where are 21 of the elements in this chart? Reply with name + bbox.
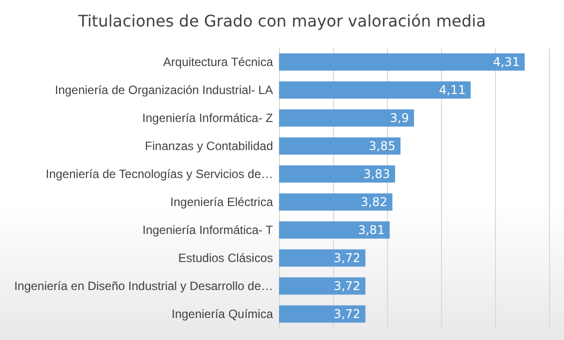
data-label: 3,81 bbox=[358, 223, 385, 237]
data-label: 3,83 bbox=[363, 167, 390, 181]
y-tick-label: Ingeniería Informática- T bbox=[142, 223, 274, 237]
data-label: 3,72 bbox=[334, 307, 360, 321]
y-tick-label: Ingeniería de Organización Industrial- LA bbox=[54, 83, 273, 97]
data-label: 4,31 bbox=[492, 55, 520, 69]
y-tick-label: Ingeniería Eléctrica bbox=[170, 195, 274, 209]
chart-title: Titulaciones de Grado con mayor valoración media bbox=[77, 12, 486, 30]
y-tick-label: Finanzas y Contabilidad bbox=[144, 139, 273, 153]
data-label: 3,9 bbox=[390, 111, 409, 125]
data-label: 4,11 bbox=[438, 83, 466, 97]
y-tick-label: Estudios Clásicos bbox=[178, 251, 273, 265]
y-tick-label: Ingeniería Informática- Z bbox=[142, 111, 273, 125]
y-tick-label: Ingeniería de Tecnologías y Servicios de… bbox=[46, 167, 273, 181]
data-label: 3,85 bbox=[368, 139, 396, 153]
data-label: 3,72 bbox=[334, 251, 360, 265]
y-tick-label: Arquitectura Técnica bbox=[163, 55, 274, 69]
y-tick-label: Ingeniería en Diseño Industrial y Desarrollo de… bbox=[14, 279, 273, 293]
data-label: 3,82 bbox=[360, 195, 388, 209]
y-tick-label: Ingeniería Química bbox=[172, 307, 274, 321]
data-label: 3,72 bbox=[334, 279, 360, 293]
